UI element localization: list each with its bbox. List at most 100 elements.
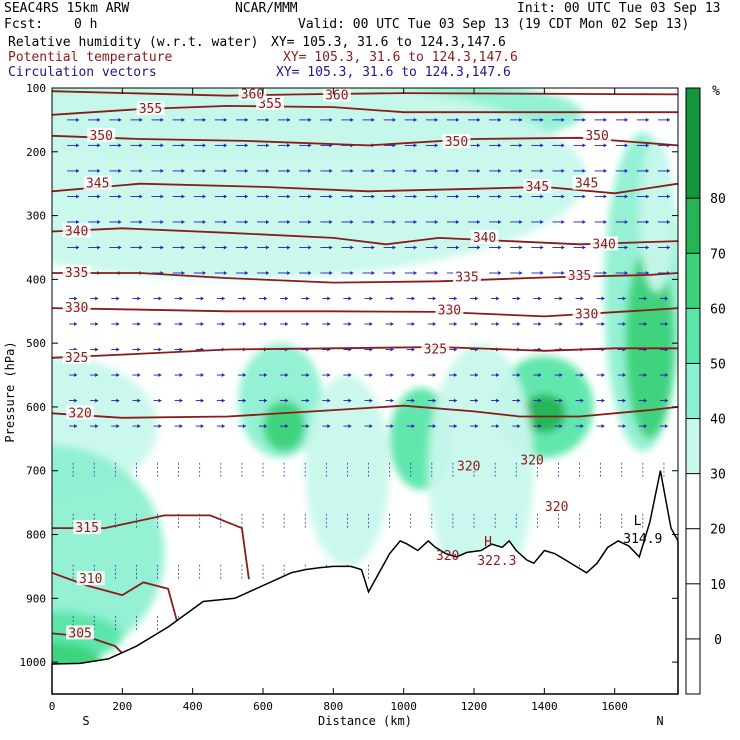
- vector-arrowhead: [200, 373, 204, 378]
- colorbar: 80 70 60 50 40 30 20 10 0%: [685, 84, 726, 695]
- vector-arrowhead: [158, 347, 162, 352]
- y-tick-label: 700: [26, 465, 46, 478]
- vector-arrowhead: [97, 143, 101, 148]
- field-name-rh: Relative humidity (w.r.t. water): [8, 35, 259, 50]
- vector-arrowhead: [453, 322, 457, 327]
- plot-frame: [51, 87, 679, 695]
- colorbar-tick-label: 70: [710, 247, 726, 262]
- vector-arrowhead: [624, 270, 628, 275]
- vector-arrowhead: [392, 219, 396, 224]
- colorbar-swatch: [686, 308, 700, 364]
- vector-arrowhead: [116, 347, 120, 352]
- vector-arrowhead: [413, 270, 417, 275]
- vector-arrowhead: [137, 322, 141, 327]
- isentrope-label-bg: [435, 302, 464, 317]
- vector-arrowhead: [158, 373, 162, 378]
- colorbar-unit: %: [712, 84, 720, 99]
- vector-arrowhead: [519, 194, 523, 199]
- vector-arrowhead: [287, 143, 291, 148]
- vector-arrowhead: [76, 117, 80, 122]
- vector-arrowhead: [329, 270, 333, 275]
- vector-arrowhead: [603, 194, 607, 199]
- model-title: SEAC4RS 15km ARW: [4, 1, 130, 16]
- vector-arrowhead: [643, 398, 647, 403]
- vector-arrowhead: [475, 322, 479, 327]
- isentrope-label-bg: [62, 300, 91, 315]
- vector-arrowhead: [139, 245, 143, 250]
- x-tick-label: 1200: [461, 700, 488, 713]
- vector-arrowhead: [432, 398, 436, 403]
- vector-arrowhead: [498, 245, 502, 250]
- vector-arrowhead: [498, 194, 502, 199]
- vector-arrowhead: [160, 194, 164, 199]
- vector-arrowhead: [413, 245, 417, 250]
- vector-arrowhead: [116, 398, 120, 403]
- vector-arrowhead: [200, 322, 204, 327]
- vector-arrowhead: [496, 322, 500, 327]
- isentrope-label-bg: [66, 405, 95, 420]
- isentrope-label-bg: [583, 127, 612, 142]
- vector-arrowhead: [390, 322, 394, 327]
- isentrope-label-355: 355: [139, 102, 162, 117]
- vector-arrowhead: [242, 373, 246, 378]
- vector-arrowhead: [179, 296, 183, 301]
- vector-arrowhead: [266, 168, 270, 173]
- contour-annotation: 320: [520, 453, 543, 468]
- vector-arrowhead: [666, 219, 670, 224]
- vector-arrowhead: [434, 245, 438, 250]
- vector-arrowhead: [664, 296, 668, 301]
- vector-arrowhead: [76, 219, 80, 224]
- y-tick-label: 600: [26, 401, 46, 414]
- vector-arrowhead: [643, 296, 647, 301]
- vector-arrowhead: [666, 194, 670, 199]
- x-tick-label: 1600: [601, 700, 628, 713]
- vector-arrowhead: [287, 117, 291, 122]
- vector-arrowhead: [221, 398, 225, 403]
- vector-arrowhead: [580, 424, 584, 429]
- vector-arrowhead: [517, 424, 521, 429]
- vector-arrowhead: [308, 245, 312, 250]
- valid-time: Valid: 00 UTC Tue 03 Sep 13 (19 CDT Mon …: [298, 17, 690, 32]
- vector-arrowhead: [371, 117, 375, 122]
- forecast-hour: 0 h: [74, 17, 98, 32]
- vector-arrowhead: [624, 143, 628, 148]
- vector-arrowhead: [202, 219, 206, 224]
- vector-arrowhead: [432, 322, 436, 327]
- isentrope-345: [52, 182, 678, 195]
- init-time: Init: 00 UTC Tue 03 Sep 13: [517, 1, 721, 16]
- vector-arrowhead: [624, 245, 628, 250]
- vector-arrowhead: [285, 322, 289, 327]
- vector-arrowhead: [181, 168, 185, 173]
- colorbar-tick-label: 40: [710, 413, 726, 428]
- vector-arrowhead: [97, 194, 101, 199]
- vector-arrowhead: [622, 424, 626, 429]
- isentrope-label-bg: [83, 175, 112, 190]
- vector-arrowhead: [179, 347, 183, 352]
- vector-arrowhead: [264, 322, 268, 327]
- vector-arrowhead: [624, 194, 628, 199]
- vector-arrowhead: [369, 398, 373, 403]
- vector-arrowhead: [519, 219, 523, 224]
- vector-arrowhead: [118, 168, 122, 173]
- vector-arrowhead: [137, 373, 141, 378]
- isentrope-320: [52, 404, 678, 419]
- y-tick-label: 900: [26, 592, 46, 605]
- vector-arrowhead: [580, 398, 584, 403]
- vector-arrowhead: [179, 398, 183, 403]
- vector-arrowhead: [202, 117, 206, 122]
- vector-arrowhead: [477, 194, 481, 199]
- vector-arrowhead: [266, 245, 270, 250]
- isentrope-label-350: 350: [445, 135, 468, 150]
- vector-arrowhead: [266, 194, 270, 199]
- vector-arrowhead: [95, 296, 99, 301]
- vector-arrowhead: [645, 143, 649, 148]
- vector-arrowhead: [95, 322, 99, 327]
- vector-arrowhead: [371, 219, 375, 224]
- vector-arrowhead: [475, 398, 479, 403]
- isentrope-label-bg: [62, 349, 91, 364]
- vector-arrowhead: [244, 117, 248, 122]
- vector-arrowhead: [477, 143, 481, 148]
- vector-arrowhead: [643, 373, 647, 378]
- vector-arrowhead: [645, 168, 649, 173]
